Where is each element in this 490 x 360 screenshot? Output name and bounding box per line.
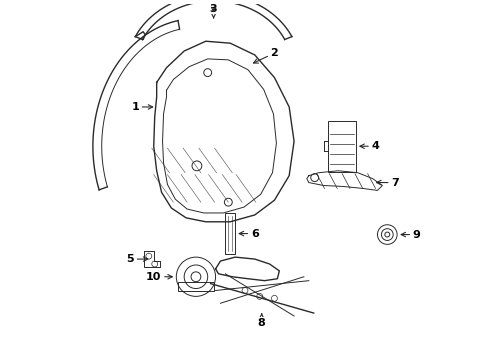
Text: 1: 1 (131, 102, 153, 112)
Text: 9: 9 (401, 230, 421, 239)
Bar (328, 121, 356, 172)
Text: 6: 6 (239, 229, 259, 239)
Text: 4: 4 (360, 141, 379, 151)
Text: 5: 5 (126, 254, 148, 264)
Text: 10: 10 (146, 272, 172, 282)
Text: 8: 8 (258, 314, 266, 328)
Text: 2: 2 (253, 48, 278, 63)
Bar (225, 213, 235, 254)
Text: 3: 3 (210, 4, 218, 18)
Text: 7: 7 (377, 177, 399, 188)
Bar (178, 282, 214, 292)
